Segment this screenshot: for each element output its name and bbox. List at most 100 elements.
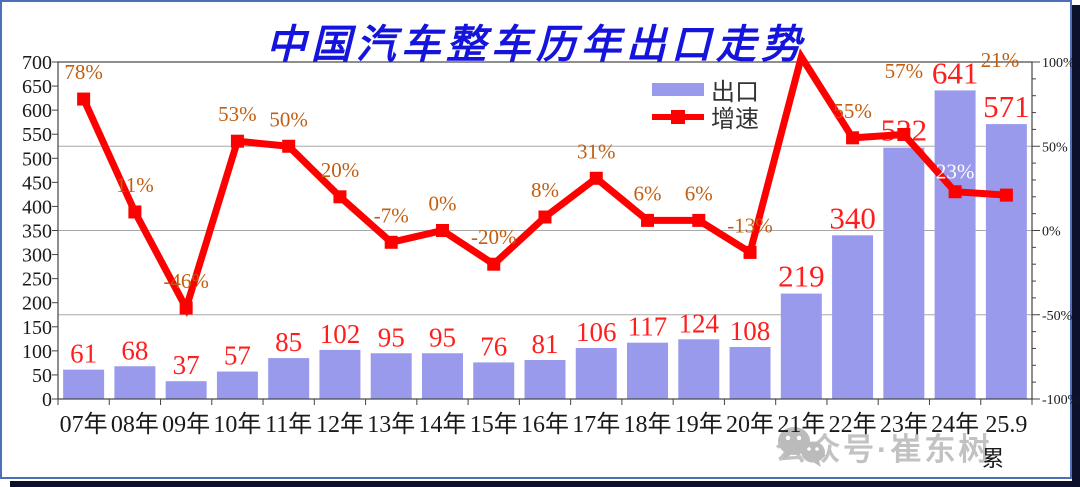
right-axis-label: 100% [1042,56,1075,71]
x-axis-label: 08年 [111,411,159,438]
growth-pct-label: -46% [163,269,209,293]
left-axis-label: 50 [32,365,52,387]
bar-export [216,371,258,399]
right-axis-label: 50% [1042,140,1068,155]
bar-value-label: 95 [378,322,405,352]
x-axis-label: 18年 [624,411,672,438]
growth-pct-label: -7% [374,203,409,227]
left-axis-label: 500 [22,148,52,170]
x-axis-label: 23年 [880,411,928,438]
growth-pct-label: 20% [321,158,360,182]
legend: 出口 增速 [652,76,759,133]
bar-export [268,358,310,399]
growth-marker [128,205,142,219]
bar-export [421,353,463,399]
wechat-icon [778,427,825,467]
x-axis-label: 22年 [829,411,877,438]
growth-marker [179,301,193,315]
bar-value-label: 68 [121,335,148,365]
frame-shadow-right [1072,5,1080,487]
bar-value-label: 108 [730,316,771,346]
legend-item-growth: 增速 [652,103,759,133]
growth-marker [384,235,398,249]
growth-pct-label: -20% [471,225,517,249]
x-axis-label: 10年 [213,411,261,438]
growth-marker [77,92,91,106]
x-axis-label: 17年 [572,411,620,438]
bar-value-label: 102 [320,319,361,349]
left-axis-label: 250 [22,269,52,291]
bar-export [319,349,361,399]
bar-value-label: 219 [778,259,825,294]
x-axis-label: 13年 [367,411,415,438]
growth-pct-label: 8% [531,178,559,202]
x-axis-label: 19年 [675,411,723,438]
right-axis-label: -100% [1042,393,1080,408]
growth-pct-label: -13% [727,213,773,237]
bar-value-label: 124 [679,308,720,338]
bar-value-label: 81 [532,329,559,359]
growth-pct-label: 23% [936,160,975,184]
bar-swatch-icon [652,83,704,96]
bar-export [678,339,720,399]
bar-value-label: 340 [829,200,876,235]
bar-export [832,235,874,399]
right-axis-label: -50% [1042,309,1073,324]
growth-marker [230,134,244,148]
left-axis-label: 200 [22,293,52,315]
left-axis-label: 650 [22,76,52,98]
growth-pct-label: 31% [577,139,616,163]
bar-export [627,342,669,399]
right-axis-label: 0% [1042,225,1061,240]
bar-export [729,347,771,399]
bar-value-label: 85 [275,327,302,357]
growth-marker [743,245,757,259]
x-axis-note: 累 [982,446,1004,471]
left-axis-label: 450 [22,172,52,194]
growth-marker [948,185,962,199]
bar-value-label: 641 [932,55,979,90]
x-axis-label: 12年 [316,411,364,438]
x-axis-label: 24年 [931,411,979,438]
growth-marker [846,131,860,145]
x-axis-label: 14年 [418,411,466,438]
x-axis-label: 21年 [777,411,825,438]
bar-export [165,381,207,399]
left-axis-label: 550 [22,124,52,146]
left-axis-label: 700 [22,52,52,74]
bar-export [370,353,412,399]
bar-export [985,124,1027,400]
left-axis-label: 600 [22,100,52,122]
growth-pct-label: 21% [981,48,1020,72]
growth-pct-label: 6% [685,181,713,205]
growth-marker [589,171,603,185]
x-axis-label: 09年 [162,411,210,438]
x-axis-label: 11年 [265,411,312,438]
growth-pct-label: 57% [885,59,924,83]
growth-pct-label: 50% [269,107,308,131]
frame-shadow-bottom [10,481,1080,487]
x-axis-label: 16年 [521,411,569,438]
growth-marker [538,210,552,224]
x-axis-label: 25.9 [985,412,1027,438]
bar-export [63,369,105,399]
plot-border [57,61,1033,400]
left-axis-label: 350 [22,221,52,243]
left-axis-label: 400 [22,196,52,218]
chart-title: 中国汽车整车历年出口走势 [266,22,806,67]
x-axis-label: 15年 [470,411,518,438]
bar-value-label: 37 [173,350,200,380]
bar-value-label: 61 [70,339,97,369]
legend-item-exports: 出口 [652,76,759,106]
growth-marker [435,224,449,237]
growth-pct-label: 0% [428,192,456,216]
x-axis-label: 20年 [726,411,774,438]
bar-export [473,362,515,399]
bar-value-label: 106 [576,317,617,347]
x-axis-label: 07年 [60,411,108,438]
growth-pct-label: 78% [64,60,103,84]
growth-pct-label: 6% [634,181,662,205]
growth-marker [897,127,911,141]
